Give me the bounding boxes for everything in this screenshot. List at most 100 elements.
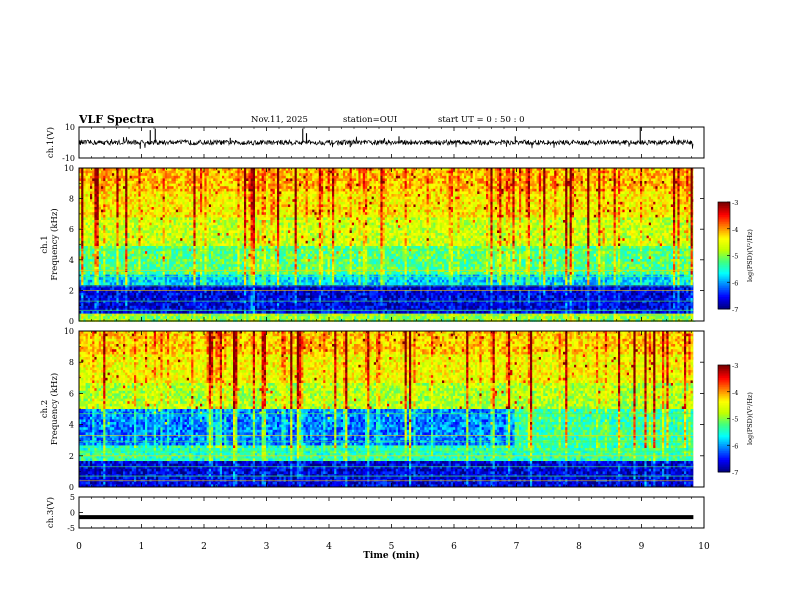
ch1-spectrogram-cell xyxy=(112,282,115,286)
ch1-spectrogram-cell xyxy=(105,248,108,252)
ch1-spectrogram-cell xyxy=(85,238,89,242)
ch1-spectrogram-cell xyxy=(90,235,93,239)
ch1-spectrogram-cell xyxy=(79,235,82,239)
ch1-spectrogram-cell xyxy=(123,196,126,200)
ch1-spectrogram-cell xyxy=(145,253,148,257)
ch1-spectrogram-cell xyxy=(123,225,126,229)
ch1-spectrogram-cell xyxy=(101,295,104,299)
ch1-spectrogram-cell xyxy=(125,248,128,252)
ch1-spectrogram-cell xyxy=(116,282,119,286)
ch1-spectrogram-cell xyxy=(118,243,122,247)
ch1-spectrogram-cell xyxy=(105,298,108,301)
ch1-spectrogram-cell xyxy=(138,209,141,213)
ch1-spectrogram-cell xyxy=(103,248,106,252)
ch1-spectrogram-cell xyxy=(120,243,124,247)
ch1-spectrogram-cell xyxy=(160,246,163,249)
ch1-spectrogram-cell xyxy=(149,233,152,236)
ch1-spectrogram-cell xyxy=(114,277,117,281)
ch1-spectrogram-cell xyxy=(156,246,159,249)
ch1-spectrogram-cell xyxy=(96,220,100,223)
ch1-spectrogram-cell xyxy=(162,233,166,236)
ch1-spectrogram-cell xyxy=(87,175,91,179)
ch1-spectrogram-cell xyxy=(138,303,141,307)
ch1-spectrogram-cell xyxy=(120,298,124,301)
ch1-spectrogram-cell xyxy=(92,272,95,275)
ch1-spectrogram-cell xyxy=(116,194,119,197)
ch1-spectrogram-cell xyxy=(94,175,97,179)
ch1-spectrogram-cell xyxy=(125,170,128,174)
ch1-spectrogram-cell xyxy=(96,292,100,296)
ch1-spectrogram-cell xyxy=(85,318,89,322)
ch1-spectrogram-cell xyxy=(85,253,89,257)
ch1-spectrogram-cell xyxy=(138,181,141,184)
ch1-spectrogram-cell xyxy=(87,212,91,216)
ch1-spectrogram-cell xyxy=(98,248,102,252)
ch1-spectrogram-cell xyxy=(79,173,82,177)
ch1-spectrogram-cell xyxy=(138,243,141,247)
ch1-spectrogram-cell xyxy=(105,261,108,265)
ch1-spectrogram-cell xyxy=(85,243,89,247)
ch1-spectrogram-cell xyxy=(98,240,102,244)
ch1-spectrogram-cell xyxy=(96,318,100,322)
ch1-spectrogram-cell xyxy=(129,222,133,226)
ch1-spectrogram-cell xyxy=(136,316,139,320)
ch1-spectrogram-cell xyxy=(114,292,117,296)
ch1-spectrogram-cell xyxy=(92,207,95,210)
ch1-spectrogram-cell xyxy=(134,303,137,307)
ch1-spectrogram-cell xyxy=(156,207,159,210)
ch1-spectrogram-cell xyxy=(114,220,117,223)
ch1-spectrogram-cell xyxy=(147,261,150,265)
ch1-spectrogram-cell xyxy=(156,175,159,179)
ch1-spectrogram-cell xyxy=(127,181,130,184)
start-time-label: start UT = 0 : 50 : 0 xyxy=(438,115,525,125)
ch1-spectrogram-cell xyxy=(136,230,139,234)
ch1-spectrogram-cell xyxy=(118,191,122,195)
ch1-spectrogram-cell xyxy=(103,196,106,200)
ch1-spectrogram-cell xyxy=(103,246,106,249)
ch1-spectrogram-cell xyxy=(151,282,155,286)
ch1-spectrogram-cell xyxy=(79,305,82,309)
ch1-spectrogram-cell xyxy=(160,220,163,223)
ch1-spectrogram-cell xyxy=(138,191,141,195)
ch1-spectrogram-cell xyxy=(94,285,97,288)
ch1-spectrogram-cell xyxy=(134,194,137,197)
ch1-spectrogram-cell xyxy=(131,178,135,182)
ch1-spectrogram-cell xyxy=(79,196,82,200)
ch1-spectrogram-cell xyxy=(162,209,166,213)
ch1-spectrogram-cell xyxy=(96,235,100,239)
ch1-spectrogram-cell xyxy=(105,272,108,275)
ch1-spectrogram-cell xyxy=(127,191,130,195)
ch1-spectrogram-cell xyxy=(112,235,115,239)
ch1-spectrogram-cell xyxy=(105,259,108,262)
ch1-spectrogram-cell xyxy=(114,191,117,195)
ch1-spectrogram-cell xyxy=(101,217,104,221)
ch1-spectrogram-cell xyxy=(81,220,84,223)
ch1-spectrogram-cell xyxy=(79,261,82,265)
ch1-spectrogram-cell xyxy=(107,300,111,304)
ch1-spectrogram-cell xyxy=(123,186,126,190)
ch1-spectrogram-cell xyxy=(87,292,91,296)
ch1-spectrogram-cell xyxy=(109,227,113,231)
ch1-spectrogram-cell xyxy=(151,222,155,226)
ch1-spectrogram-cell xyxy=(120,261,124,265)
ch1-spectrogram-cell xyxy=(120,233,124,236)
ch1-spectrogram-cell xyxy=(81,264,84,268)
ch1-spectrogram-cell xyxy=(83,212,86,216)
ch1-spectrogram-cell xyxy=(151,212,155,216)
ch1-spectrogram-cell xyxy=(158,238,161,242)
ch1-spectrogram-cell xyxy=(96,253,100,257)
ch1-spectrogram-cell xyxy=(151,168,155,171)
ch1-spectrogram-cell xyxy=(129,225,133,229)
ch1-spectrogram-cell xyxy=(149,175,152,179)
ch1-spectrogram-cell xyxy=(156,300,159,304)
ch1-spectrogram-cell xyxy=(107,256,111,260)
ch1-spectrogram-cell xyxy=(92,240,95,244)
ch1-spectrogram-cell xyxy=(103,201,106,205)
ch1-spectrogram-cell xyxy=(98,259,102,262)
ch1-spectrogram-cell xyxy=(160,279,163,283)
ch1-spectrogram-cell xyxy=(149,170,152,174)
ch1-spectrogram-cell xyxy=(92,181,95,184)
ch1-spectrogram-cell xyxy=(125,183,128,187)
ch1-spectrogram-cell xyxy=(162,235,166,239)
ch1-spectrogram-cell xyxy=(118,238,122,242)
